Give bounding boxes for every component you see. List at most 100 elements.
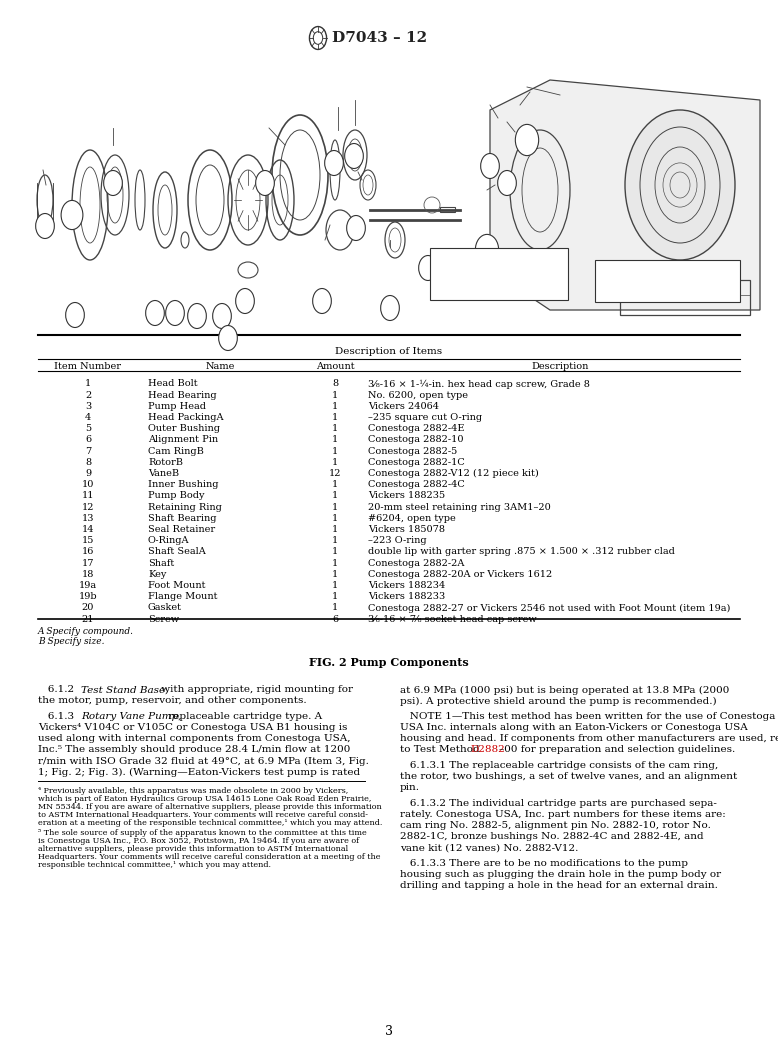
- Text: housing and head. If components from other manufacturers are used, refer: housing and head. If components from oth…: [400, 734, 778, 743]
- Text: Cam RingB: Cam RingB: [148, 447, 204, 456]
- Text: 13: 13: [82, 514, 94, 523]
- Text: MN 55344. If you are aware of alternative suppliers, please provide this informa: MN 55344. If you are aware of alternativ…: [38, 804, 382, 811]
- Text: drilling and tapping a hole in the head for an external drain.: drilling and tapping a hole in the head …: [400, 882, 718, 890]
- Text: Description of Items: Description of Items: [335, 347, 443, 356]
- Text: Inner Bushing: Inner Bushing: [148, 480, 219, 489]
- Text: 5: 5: [152, 308, 158, 318]
- Text: Shaft Bearing: Shaft Bearing: [148, 514, 216, 523]
- Text: Gasket: Gasket: [148, 604, 182, 612]
- Text: D2882: D2882: [470, 745, 505, 755]
- Text: 10: 10: [82, 480, 94, 489]
- Text: at 6.9 MPa (1000 psi) but is being operated at 13.8 MPa (2000: at 6.9 MPa (1000 psi) but is being opera…: [400, 685, 729, 694]
- Text: 11: 11: [82, 491, 94, 501]
- Text: 1: 1: [332, 525, 338, 534]
- Text: 12: 12: [82, 503, 94, 512]
- Text: Conestoga 2882-1C: Conestoga 2882-1C: [368, 458, 464, 467]
- Text: 3: 3: [72, 310, 78, 320]
- Text: 1: 1: [332, 592, 338, 602]
- Text: VaneB: VaneB: [148, 469, 179, 478]
- Text: 3: 3: [85, 402, 91, 411]
- Text: Shaft: Shaft: [148, 559, 174, 567]
- Text: 1: 1: [42, 222, 47, 230]
- Text: 20-mm steel retaining ring 3AM1–20: 20-mm steel retaining ring 3AM1–20: [368, 503, 551, 512]
- Text: 9: 9: [85, 469, 91, 478]
- Text: 3⁄₈-16 × 7⁄₈ socket head cap screw: 3⁄₈-16 × 7⁄₈ socket head cap screw: [368, 614, 537, 624]
- Text: eration at a meeting of the responsible technical committee,¹ which you may atte: eration at a meeting of the responsible …: [38, 819, 382, 828]
- Text: Item Number: Item Number: [54, 362, 121, 371]
- Text: to Test Method: to Test Method: [400, 745, 483, 755]
- Text: used along with internal components from Conestoga USA,: used along with internal components from…: [38, 734, 351, 743]
- Text: FIG. 2 Pump Components: FIG. 2 Pump Components: [309, 658, 469, 668]
- Text: 5: 5: [85, 425, 91, 433]
- Text: 1: 1: [332, 491, 338, 501]
- Text: 7: 7: [85, 447, 91, 456]
- Text: 1: 1: [332, 559, 338, 567]
- Text: Vickers 185078: Vickers 185078: [368, 525, 445, 534]
- Text: RotorB: RotorB: [148, 458, 183, 467]
- Text: Conestoga 2882-4E: Conestoga 2882-4E: [368, 425, 464, 433]
- Text: 2: 2: [69, 210, 75, 220]
- Text: 6.1.3.3 There are to be no modifications to the pump: 6.1.3.3 There are to be no modifications…: [400, 860, 688, 868]
- Text: 19b: 19b: [480, 247, 494, 253]
- Text: USA Inc. internals along with an Eaton-Vickers or Conestoga USA: USA Inc. internals along with an Eaton-V…: [400, 723, 748, 733]
- Text: Test Stand Base,: Test Stand Base,: [81, 685, 168, 694]
- Text: 4: 4: [85, 413, 91, 422]
- Text: 6: 6: [332, 614, 338, 624]
- Text: 21: 21: [82, 614, 94, 624]
- Text: 1: 1: [332, 569, 338, 579]
- Text: 15: 15: [351, 224, 361, 232]
- Text: 6.1.2: 6.1.2: [38, 685, 77, 694]
- Text: B Specify size.: B Specify size.: [38, 637, 104, 646]
- Text: Pump Body: Pump Body: [148, 491, 205, 501]
- Text: 2882-1C, bronze bushings No. 2882-4C and 2882-4E, and: 2882-1C, bronze bushings No. 2882-4C and…: [400, 833, 703, 841]
- Text: alternative suppliers, please provide this information to ASTM International: alternative suppliers, please provide th…: [38, 845, 348, 854]
- Text: Assemble seal with spring
toward inside of pump: Assemble seal with spring toward inside …: [599, 263, 699, 280]
- Text: 8: 8: [219, 311, 225, 321]
- Text: A Specify compound.: A Specify compound.: [38, 628, 134, 636]
- Text: NOTE 1—This test method has been written for the use of Conestoga: NOTE 1—This test method has been written…: [400, 712, 776, 721]
- Text: 16: 16: [82, 548, 94, 557]
- Text: 2: 2: [85, 390, 91, 400]
- Text: Install narrow lip of re-
tainer toward bearing if
groove is not in center: Install narrow lip of re- tainer toward …: [434, 251, 526, 277]
- Text: ⁵ The sole source of supply of the apparatus known to the committee at this time: ⁵ The sole source of supply of the appar…: [38, 830, 366, 837]
- Text: Head Bolt: Head Bolt: [148, 380, 198, 388]
- Text: Flange Mount: Flange Mount: [148, 592, 218, 602]
- Text: 3: 3: [385, 1025, 393, 1038]
- Text: Shaft SealA: Shaft SealA: [148, 548, 205, 557]
- Text: 4: 4: [110, 178, 116, 187]
- Text: Conestoga 2882-20A or Vickers 1612: Conestoga 2882-20A or Vickers 1612: [368, 569, 552, 579]
- Text: Conestoga 2882-4C: Conestoga 2882-4C: [368, 480, 464, 489]
- Text: 1: 1: [332, 447, 338, 456]
- Text: 13: 13: [349, 152, 359, 160]
- Text: 19a: 19a: [79, 581, 97, 590]
- Text: 15: 15: [82, 536, 94, 545]
- Text: Outer Bushing: Outer Bushing: [148, 425, 220, 433]
- Text: Vickers 188235: Vickers 188235: [368, 491, 445, 501]
- Text: Vickers 188234: Vickers 188234: [368, 581, 445, 590]
- Text: 3⁄₈-16 × 1-¼-in. hex head cap screw, Grade 8: 3⁄₈-16 × 1-¼-in. hex head cap screw, Gra…: [368, 380, 590, 388]
- Text: Foot Mount: Foot Mount: [148, 581, 205, 590]
- Text: 17: 17: [82, 559, 94, 567]
- Polygon shape: [490, 80, 760, 310]
- Text: No. 6200, open type: No. 6200, open type: [368, 390, 468, 400]
- Text: 12: 12: [329, 158, 339, 168]
- Text: double lip with garter spring .875 × 1.500 × .312 rubber clad: double lip with garter spring .875 × 1.5…: [368, 548, 675, 557]
- Text: pin.: pin.: [400, 784, 420, 792]
- Text: 9: 9: [226, 333, 230, 342]
- Text: Head PackingA: Head PackingA: [148, 413, 223, 422]
- Text: 16: 16: [384, 304, 395, 312]
- Text: 11: 11: [260, 178, 270, 187]
- Text: 1: 1: [332, 425, 338, 433]
- Text: D7043 – 12: D7043 – 12: [332, 31, 427, 45]
- Text: Alignment Pin: Alignment Pin: [148, 435, 218, 445]
- Text: Inc.⁵ The assembly should produce 28.4 L/min flow at 1200: Inc.⁵ The assembly should produce 28.4 L…: [38, 745, 350, 755]
- Text: 1: 1: [332, 503, 338, 512]
- Text: 14: 14: [82, 525, 94, 534]
- Text: 6.1.3: 6.1.3: [38, 712, 77, 721]
- Text: Amount: Amount: [316, 362, 354, 371]
- Text: r/min with ISO Grade 32 fluid at 49°C, at 6.9 MPa (Item 3, Fig.: r/min with ISO Grade 32 fluid at 49°C, a…: [38, 757, 369, 765]
- Text: to ASTM International Headquarters. Your comments will receive careful consid-: to ASTM International Headquarters. Your…: [38, 811, 368, 819]
- Text: cam ring No. 2882-5, alignment pin No. 2882-10, rotor No.: cam ring No. 2882-5, alignment pin No. 2…: [400, 821, 711, 831]
- Text: psi). A protective shield around the pump is recommended.): psi). A protective shield around the pum…: [400, 696, 717, 706]
- Text: 1: 1: [332, 435, 338, 445]
